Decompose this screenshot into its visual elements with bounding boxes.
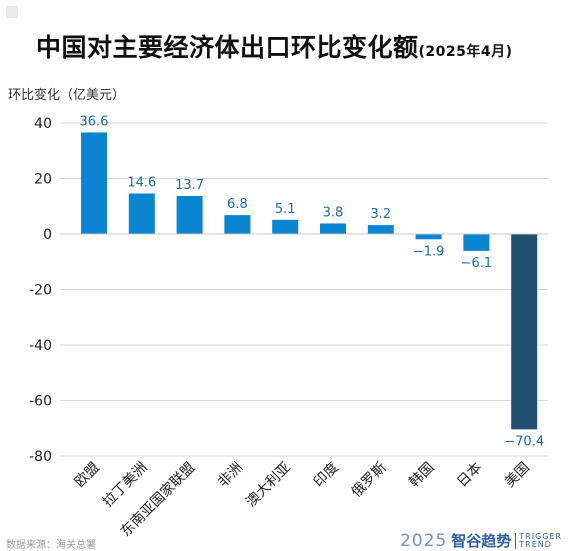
chart-title-main: 中国对主要经济体出口环比变化额	[36, 33, 419, 62]
y-tick-label: -60	[29, 394, 52, 410]
bar	[415, 234, 442, 240]
x-tick-label: 澳大利亚	[243, 460, 294, 511]
data-label: 14.6	[127, 175, 156, 190]
data-label: 3.2	[370, 207, 391, 222]
brand-year: 2025	[400, 530, 448, 551]
bar	[128, 193, 155, 234]
data-label: 3.8	[323, 205, 344, 220]
data-label: 13.7	[175, 178, 204, 193]
bar	[81, 132, 107, 234]
data-label: 36.6	[80, 114, 109, 129]
bar	[224, 215, 251, 234]
bar	[176, 195, 203, 234]
x-tick-label: 日本	[454, 460, 485, 491]
data-label: −6.1	[461, 256, 493, 271]
brand-english: TRIGGER TREND	[515, 531, 563, 549]
bar	[511, 234, 538, 430]
corner-mark	[6, 6, 18, 18]
bar	[463, 234, 490, 251]
brand-logo: 2025 智谷趋势 TRIGGER TREND	[400, 530, 562, 551]
data-label: −1.9	[413, 244, 445, 259]
data-label: 5.1	[275, 202, 296, 217]
bar	[272, 219, 299, 234]
y-tick-label: 20	[34, 172, 52, 188]
x-tick-label: 非洲	[215, 460, 246, 491]
x-tick-label: 俄罗斯	[349, 460, 390, 501]
data-label: −70.4	[504, 434, 544, 449]
brand-name: 智谷趋势	[451, 532, 512, 550]
data-label: 6.8	[227, 197, 248, 212]
y-tick-label: -40	[29, 338, 52, 354]
x-tick-label: 韩国	[406, 460, 437, 491]
x-tick-label: 美国	[502, 460, 533, 491]
chart-title-sub: (2025年4月)	[418, 44, 513, 60]
source-note: 数据来源：海关总署	[6, 540, 96, 551]
brand-english-line1: TRIGGER	[519, 531, 563, 541]
bar	[320, 223, 346, 234]
y-tick-label: -80	[29, 449, 52, 465]
x-tick-label: 欧盟	[72, 460, 103, 491]
y-tick-label: -20	[29, 283, 52, 299]
y-tick-label: 40	[34, 116, 52, 132]
bar	[367, 225, 394, 234]
y-tick-label: 0	[43, 227, 52, 243]
x-tick-label: 印度	[311, 460, 342, 491]
y-axis-label: 环比变化（亿美元）	[8, 88, 126, 103]
brand-english-line2: TREND	[519, 539, 552, 549]
chart-title: 中国对主要经济体出口环比变化额(2025年4月)	[36, 28, 513, 64]
